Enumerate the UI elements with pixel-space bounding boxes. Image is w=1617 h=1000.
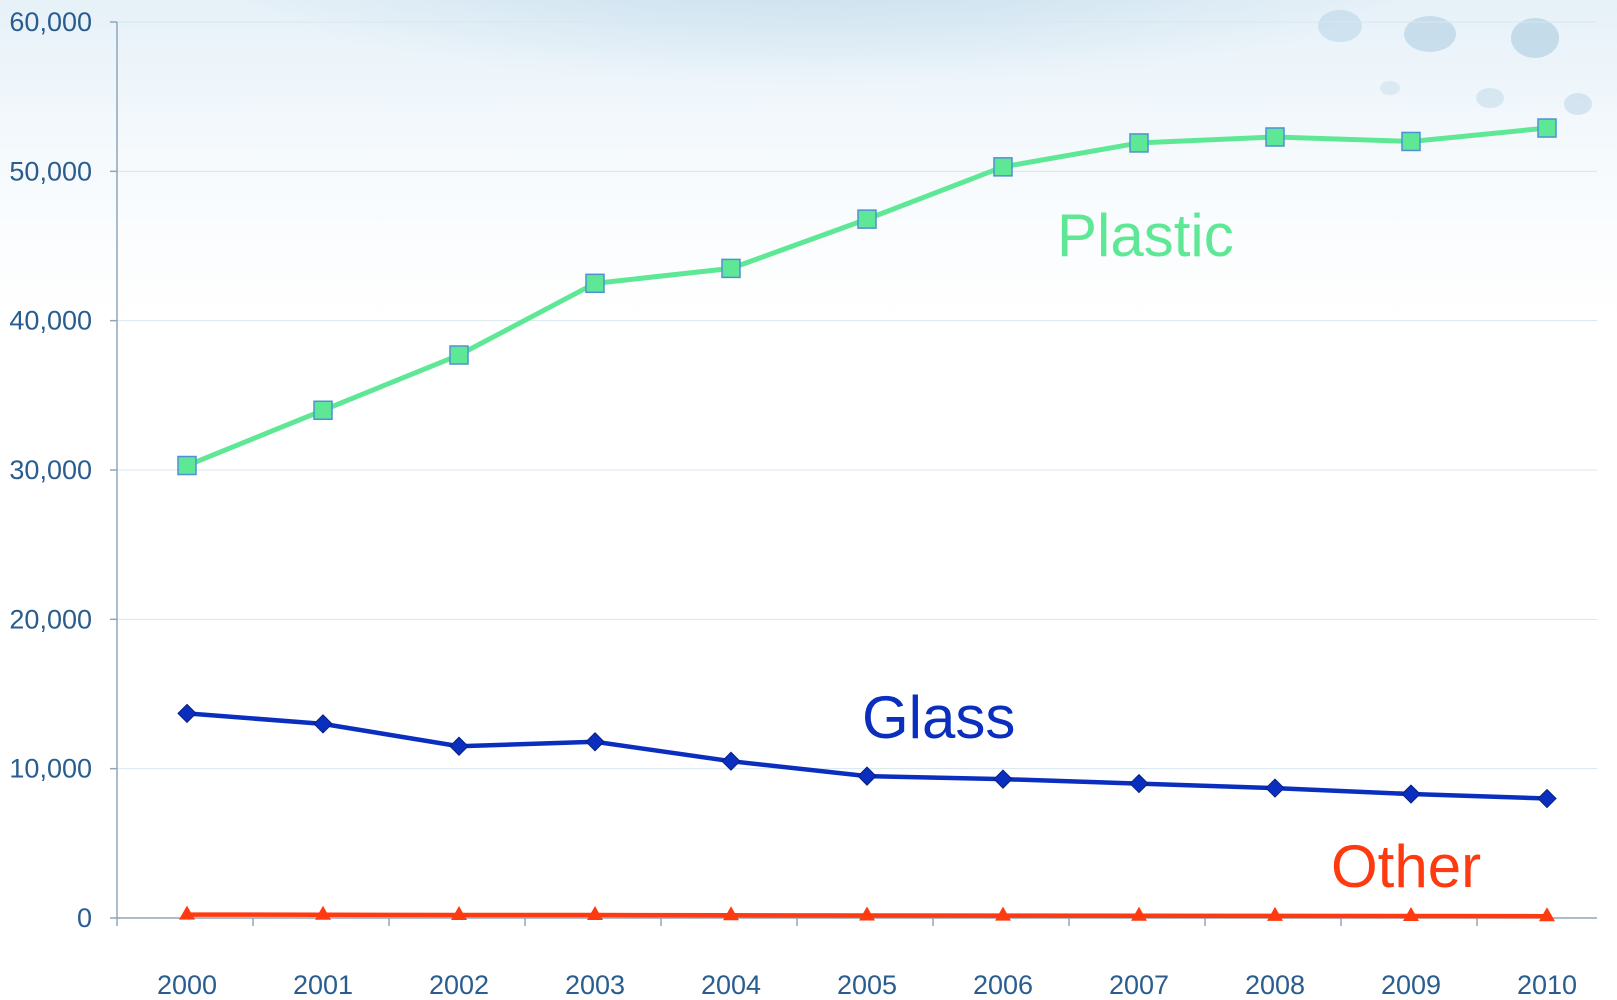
other-point <box>315 905 331 920</box>
other-point <box>859 906 875 921</box>
other-point <box>995 906 1011 921</box>
plastic-point <box>857 209 877 229</box>
y-tick-label: 30,000 <box>9 455 92 485</box>
glass-point <box>585 732 605 752</box>
other-point <box>1131 906 1147 921</box>
droplet-decoration <box>1404 16 1456 52</box>
other-point <box>587 906 603 921</box>
series-label-plastic: Plastic <box>1057 202 1234 269</box>
series-plastic <box>177 118 1557 476</box>
other-point <box>723 906 739 921</box>
x-axis-tick-labels: 2000 2001 2002 2003 2004 2005 2006 2007 2008 2009… <box>157 970 1577 1000</box>
droplet-decoration <box>1511 18 1559 58</box>
glass-point <box>857 766 877 786</box>
plastic-point <box>313 400 333 421</box>
y-tick-label: 0 <box>77 903 92 933</box>
x-tick-label: 2003 <box>565 970 625 1000</box>
plastic-point <box>1265 127 1285 147</box>
y-tick-label: 50,000 <box>9 156 92 186</box>
x-tick-label: 2004 <box>701 970 761 1000</box>
other-point <box>179 905 195 920</box>
droplet-decoration <box>1318 10 1362 42</box>
y-tick-label: 40,000 <box>9 306 92 336</box>
x-tick-label: 2000 <box>157 970 217 1000</box>
gridlines <box>117 21 1597 770</box>
x-tick-label: 2005 <box>837 970 897 1000</box>
glass-point <box>993 769 1013 789</box>
glass-point <box>177 703 197 724</box>
other-point <box>1539 907 1555 922</box>
x-tick-label: 2009 <box>1381 970 1441 1000</box>
series-label-other: Other <box>1331 833 1481 900</box>
series-other <box>179 905 1555 922</box>
glass-point <box>313 714 333 734</box>
droplet-decoration <box>1564 93 1592 115</box>
other-point <box>1403 907 1419 922</box>
x-tick-label: 2008 <box>1245 970 1305 1000</box>
y-tick-label: 60,000 <box>9 7 92 37</box>
series-layer <box>177 118 1557 922</box>
plastic-point <box>177 455 197 476</box>
y-tick-label: 10,000 <box>9 754 92 784</box>
droplet-decoration <box>1476 88 1504 108</box>
x-tick-label: 2006 <box>973 970 1033 1000</box>
x-tick-label: 2002 <box>429 970 489 1000</box>
background-decoration <box>1318 10 1592 115</box>
plastic-point <box>993 157 1013 177</box>
glass-point <box>1129 773 1149 794</box>
y-tick-label: 20,000 <box>9 604 92 634</box>
droplet-decoration <box>1380 81 1400 95</box>
plastic-point <box>1401 131 1421 152</box>
glass-point <box>1401 784 1421 804</box>
plastic-point <box>1537 118 1557 138</box>
glass-point <box>721 751 741 771</box>
y-axis-tick-labels: 0 10,000 20,000 30,000 40,000 50,000 60,000 <box>9 7 92 933</box>
x-tick-label: 2010 <box>1517 970 1577 1000</box>
x-tick-label: 2007 <box>1109 970 1169 1000</box>
glass-point <box>449 736 469 756</box>
plastic-line <box>184 125 1550 469</box>
other-point <box>451 906 467 921</box>
plastic-point <box>721 258 741 279</box>
glass-point <box>1265 778 1285 798</box>
series-labels: Plastic Glass Other <box>862 202 1481 900</box>
other-point <box>1267 906 1283 921</box>
series-label-glass: Glass <box>862 684 1015 751</box>
plastic-point <box>585 273 605 294</box>
series-glass <box>177 703 1557 809</box>
plastic-point <box>449 345 469 365</box>
plastic-point <box>1129 133 1149 153</box>
glass-point <box>1537 788 1557 809</box>
x-tick-label: 2001 <box>293 970 353 1000</box>
